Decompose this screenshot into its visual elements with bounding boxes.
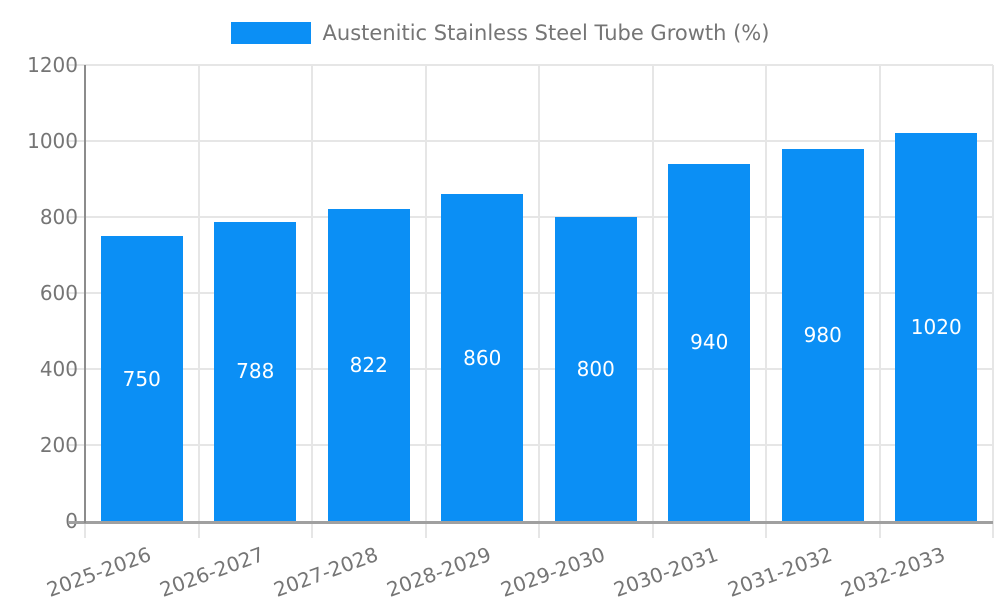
bar-value-label: 980 xyxy=(803,322,842,347)
chart-legend[interactable]: Austenitic Stainless Steel Tube Growth (… xyxy=(0,21,1000,45)
y-axis-tick-label: 800 xyxy=(39,205,78,229)
y-axis-line xyxy=(84,65,86,523)
bar-value-label: 788 xyxy=(236,359,275,384)
bar-value-label: 822 xyxy=(349,352,388,377)
x-gridline xyxy=(651,65,654,538)
x-gridline xyxy=(197,65,200,538)
x-gridline xyxy=(424,65,427,538)
y-axis-tick-label: 200 xyxy=(39,433,78,457)
bar-2029-2030[interactable] xyxy=(554,217,637,521)
y-gridline xyxy=(68,368,993,370)
x-gridline xyxy=(878,65,881,538)
y-gridline xyxy=(68,216,993,218)
bar-value-label: 750 xyxy=(122,366,161,391)
bar-2025-2026[interactable] xyxy=(100,236,183,521)
bar-2026-2027[interactable] xyxy=(214,221,297,521)
x-gridline xyxy=(311,65,313,538)
bar-value-label: 860 xyxy=(463,345,502,370)
y-gridline xyxy=(68,64,993,66)
legend-swatch-icon xyxy=(230,22,311,44)
x-gridline xyxy=(765,65,767,538)
bar-value-label: 940 xyxy=(690,330,729,355)
bar-2031-2032[interactable] xyxy=(781,148,864,521)
legend-label: Austenitic Stainless Steel Tube Growth (… xyxy=(322,21,770,45)
y-gridline xyxy=(68,444,993,446)
x-axis-line xyxy=(68,521,993,524)
x-gridline xyxy=(992,65,994,538)
bar-value-label: 1020 xyxy=(910,315,962,340)
x-axis-tick xyxy=(84,521,86,538)
y-axis-tick-label: 400 xyxy=(39,357,78,381)
y-axis-tick-label: 1000 xyxy=(27,129,78,153)
bar-2030-2031[interactable] xyxy=(668,163,751,521)
x-gridline xyxy=(538,65,540,538)
y-axis-tick-label: 1200 xyxy=(27,53,78,77)
bar-2027-2028[interactable] xyxy=(327,208,410,521)
bar-2032-2033[interactable] xyxy=(895,133,978,521)
y-gridline xyxy=(68,292,993,294)
y-gridline xyxy=(68,140,993,142)
bar-2028-2029[interactable] xyxy=(441,194,524,521)
y-axis-tick-label: 600 xyxy=(39,281,78,305)
bar-value-label: 800 xyxy=(576,357,615,381)
